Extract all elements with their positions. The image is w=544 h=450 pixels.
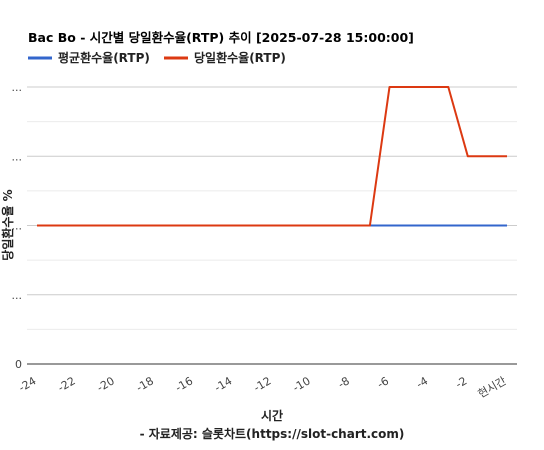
x-axis-label: 시간 — [261, 408, 283, 423]
x-tick-label: -22 — [56, 374, 78, 394]
x-tick-label: -18 — [134, 374, 156, 394]
x-tick-label: -6 — [375, 374, 391, 391]
series-line-daily-rtp — [37, 86, 507, 227]
series-lines — [37, 86, 507, 227]
chart-title: Bac Bo - 시간별 당일환수율(RTP) 추이 [2025-07-28 1… — [28, 30, 414, 45]
y-tick-label: ... — [12, 289, 23, 302]
y-tick-label: ... — [12, 220, 23, 233]
legend-label: 당일환수율(RTP) — [194, 50, 286, 65]
x-tick-label: -4 — [414, 374, 430, 391]
x-tick-label: -24 — [16, 374, 38, 394]
x-tick-label: -20 — [95, 374, 117, 394]
legend-label: 평균환수율(RTP) — [58, 50, 150, 65]
x-tick-label: -14 — [212, 374, 234, 394]
x-tick-label: -10 — [291, 374, 313, 394]
y-tick-label: 0 — [15, 358, 22, 371]
legend: 평균환수율(RTP) 당일환수율(RTP) — [28, 50, 286, 65]
x-tick-label: -12 — [251, 374, 273, 394]
x-axis-ticks: -24 -22 -20 -18 -16 -14 -12 -10 -8 -6 -4 -2 현시간 — [16, 374, 508, 400]
y-axis-label: 당일환수율 % — [0, 189, 15, 260]
y-axis-ticks: 0............ — [12, 81, 23, 371]
x-tick-label: -8 — [336, 374, 352, 391]
source-note: - 자료제공: 슬롯차트(https://slot-chart.com) — [140, 426, 405, 441]
x-tick-label: 현시간 — [476, 374, 509, 400]
y-tick-label: ... — [12, 150, 23, 163]
y-tick-label: ... — [12, 81, 23, 94]
x-tick-label: -2 — [453, 374, 469, 391]
x-tick-label: -16 — [173, 374, 195, 394]
